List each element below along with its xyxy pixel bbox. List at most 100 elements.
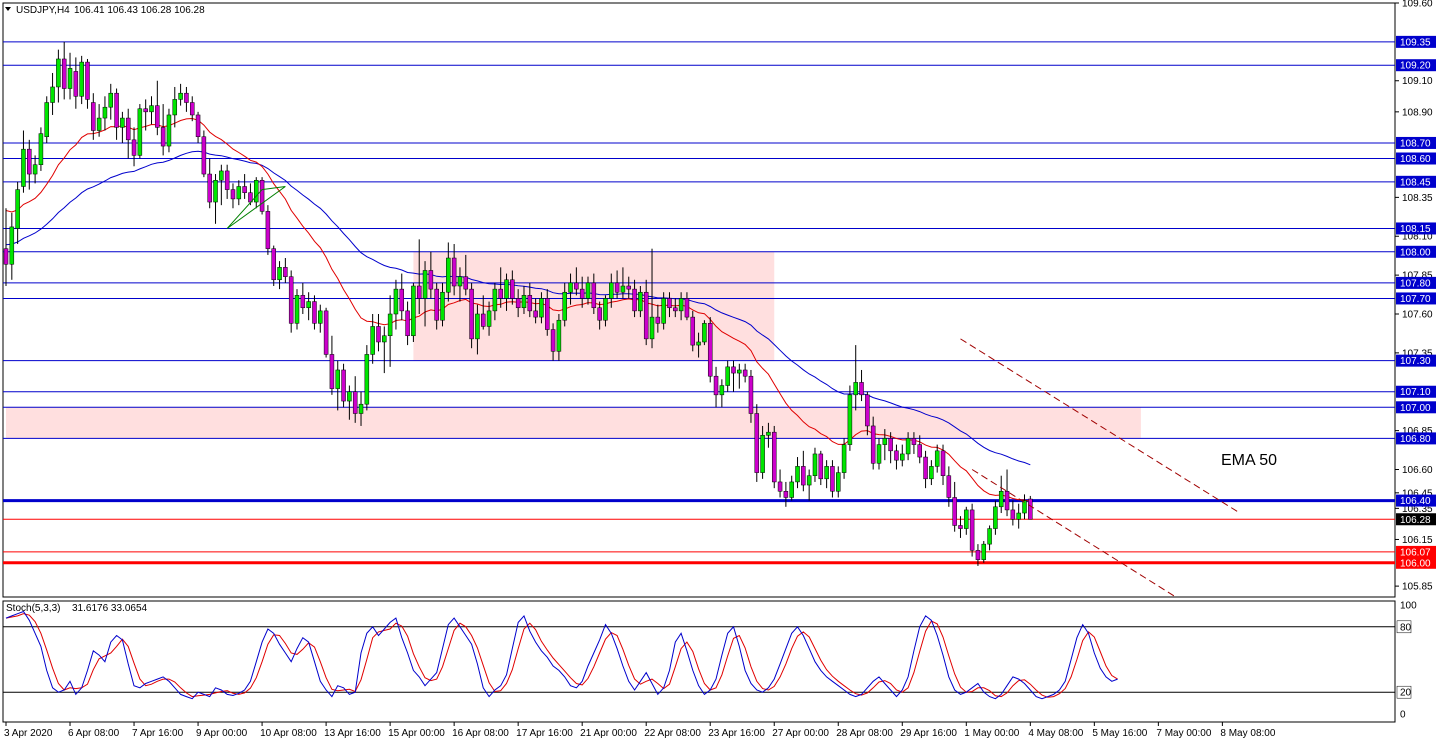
level-tag-label: 108.70	[1400, 138, 1431, 149]
bull-candle	[178, 92, 183, 100]
bear-candle	[207, 173, 212, 203]
bear-candle	[859, 382, 864, 396]
bull-candle	[137, 108, 143, 156]
bear-candle	[969, 509, 975, 551]
time-tick-label: 4 May 08:00	[1028, 728, 1083, 739]
level-tag	[1396, 136, 1436, 149]
time-tick-label: 13 Apr 16:00	[324, 728, 381, 739]
bear-candle	[125, 117, 131, 141]
bear-candle	[952, 497, 957, 526]
level-tag	[1396, 385, 1436, 398]
stoch-level-tag	[1396, 685, 1412, 699]
price-tick-label: 106.85	[1402, 426, 1433, 437]
bull-candle	[370, 326, 375, 355]
time-tick-label: 7 Apr 16:00	[132, 728, 184, 739]
stoch-label: Stoch(5,3,3)	[6, 603, 60, 614]
bull-candle	[21, 148, 26, 187]
bull-candle	[987, 528, 992, 545]
level-tag-label: 107.30	[1400, 356, 1431, 367]
symbol-dropdown-icon	[5, 7, 11, 11]
bull-candle	[609, 282, 614, 299]
time-tick-label: 28 Apr 08:00	[836, 728, 893, 739]
bear-candle	[224, 170, 230, 190]
bear-candle	[428, 270, 434, 290]
price-tick-label: 109.60	[1402, 0, 1433, 10]
bull-candle	[108, 92, 114, 108]
price-tick-label: 107.60	[1402, 309, 1433, 320]
bull-candle	[411, 285, 416, 337]
bear-candle	[201, 136, 207, 175]
level-tag	[1396, 222, 1436, 235]
stoch-frame	[2, 600, 1396, 723]
bear-candle	[434, 288, 439, 321]
bull-candle	[96, 117, 102, 131]
bull-candle	[795, 466, 800, 483]
bear-candle	[626, 285, 631, 290]
bull-candle	[1022, 500, 1027, 514]
bear-candle	[341, 369, 346, 402]
bear-candle	[259, 180, 265, 212]
bull-candle	[172, 99, 178, 116]
bull-candle	[277, 267, 282, 281]
channel-lower	[971, 469, 1177, 598]
time-tick-label: 16 Apr 08:00	[452, 728, 509, 739]
bear-candle	[777, 481, 783, 492]
bear-candle	[614, 282, 620, 293]
bull-candle	[620, 285, 626, 293]
bear-candle	[312, 301, 317, 324]
bear-candle	[771, 431, 777, 483]
bull-candle	[900, 453, 905, 461]
price-tick-label: 106.35	[1402, 504, 1433, 515]
bull-candle	[585, 282, 591, 299]
stoch-tick-label: 80	[1400, 622, 1412, 633]
bear-candle	[684, 298, 690, 318]
bull-candle	[853, 382, 858, 396]
level-tag	[1396, 59, 1436, 72]
level-tag	[1396, 545, 1436, 558]
level-tag-label: 107.80	[1400, 278, 1431, 289]
bear-candle	[1028, 498, 1033, 520]
bear-candle	[707, 323, 713, 377]
stoch-level-tag	[1396, 620, 1412, 634]
bull-candle	[56, 58, 61, 88]
bear-candle	[352, 391, 358, 414]
time-tick-label: 1 May 00:00	[964, 728, 1019, 739]
bull-candle	[521, 295, 527, 309]
bull-candle	[364, 354, 370, 405]
bear-candle	[195, 114, 201, 137]
bear-candle	[574, 282, 579, 290]
price-tick-label: 105.85	[1402, 582, 1433, 593]
level-tag	[1396, 35, 1436, 48]
bull-candle	[492, 288, 498, 312]
level-tag	[1396, 245, 1436, 258]
bear-candle	[61, 58, 67, 89]
bull-candle	[981, 543, 987, 560]
bear-candle	[1004, 491, 1010, 511]
bear-candle	[940, 450, 946, 476]
bear-candle	[155, 105, 160, 128]
bull-candle	[38, 133, 44, 165]
bull-candle	[335, 369, 340, 389]
bull-candle	[789, 481, 794, 498]
bear-candle	[550, 329, 556, 352]
price-tick-label: 108.10	[1402, 232, 1433, 243]
bear-candle	[515, 298, 521, 309]
current-price-label: 106.28	[1400, 515, 1431, 526]
bear-candle	[783, 491, 789, 498]
bull-candle	[44, 102, 49, 137]
price-tick-label: 108.90	[1402, 107, 1433, 118]
level-tag-label: 109.20	[1400, 61, 1431, 72]
time-tick-label: 7 May 00:00	[1156, 728, 1211, 739]
price-tick-label: 106.15	[1402, 535, 1433, 546]
bull-candle	[219, 170, 224, 181]
bear-candle	[748, 375, 754, 414]
bull-candle	[15, 189, 20, 229]
bear-candle	[265, 211, 271, 249]
bull-candle	[294, 295, 300, 324]
bear-candle	[975, 550, 981, 560]
bear-candle	[405, 310, 410, 337]
bull-candle	[67, 68, 73, 89]
bull-candle	[556, 319, 562, 352]
bear-candle	[527, 295, 533, 312]
